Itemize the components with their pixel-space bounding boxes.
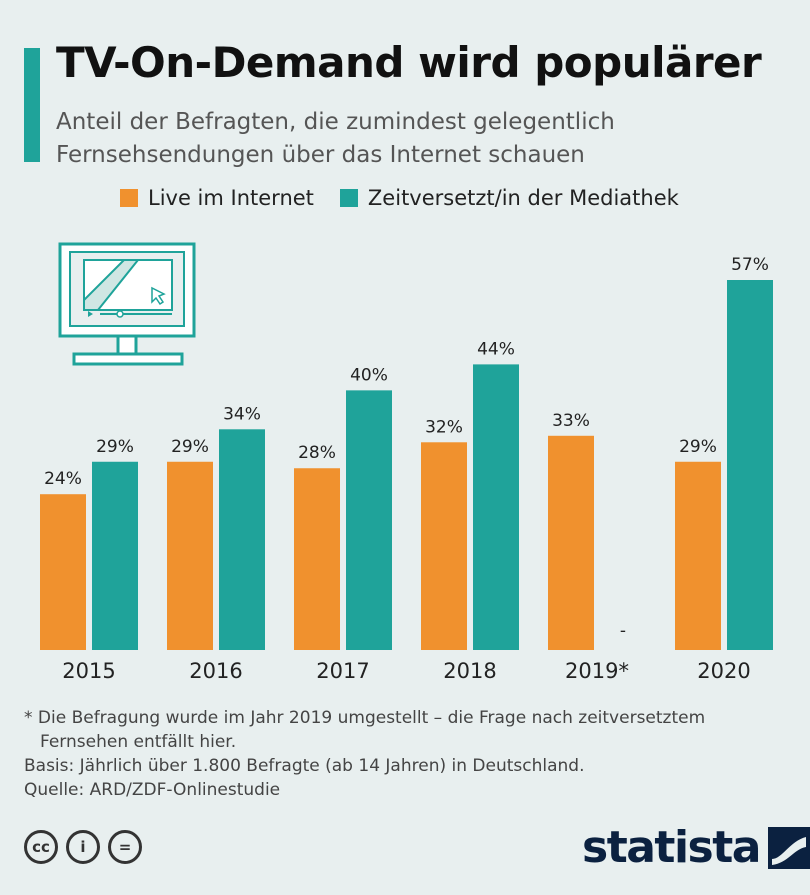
value-label-delayed-2016: 34% bbox=[223, 404, 261, 424]
bar-delayed-2018 bbox=[473, 364, 519, 650]
bar-live-2020 bbox=[675, 461, 721, 650]
value-label-delayed-2015: 29% bbox=[96, 437, 134, 457]
value-label-delayed-2017: 40% bbox=[350, 365, 388, 385]
cc-icon[interactable]: cc bbox=[24, 830, 58, 864]
statista-mark-icon bbox=[767, 826, 810, 869]
legend-swatch-delayed bbox=[339, 189, 358, 207]
x-tick-label-2019: 2019* bbox=[565, 659, 629, 683]
value-label-live-2018: 32% bbox=[425, 417, 463, 437]
legend-label-live: Live im Internet bbox=[148, 186, 314, 210]
x-axis-labels: 2015 2016 2017 2018 2019* 2020 bbox=[62, 659, 750, 683]
legend-label-delayed: Zeitversetzt/in der Mediathek bbox=[367, 186, 679, 210]
footnote-basis: Basis: Jährlich über 1.800 Befragte (ab … bbox=[24, 756, 585, 776]
statista-logo[interactable]: statista bbox=[582, 822, 810, 873]
bar-delayed-2015 bbox=[92, 461, 138, 650]
footnote-asterisk-cont: Fernsehen entfällt hier. bbox=[40, 732, 237, 752]
bars-group bbox=[40, 280, 773, 650]
attribution-icon[interactable]: i bbox=[66, 830, 100, 864]
bar-live-2015 bbox=[40, 494, 86, 650]
legend-item-live: Live im Internet bbox=[120, 186, 314, 210]
bar-live-2019 bbox=[548, 435, 594, 650]
value-label-live-2015: 24% bbox=[44, 469, 82, 489]
legend-swatch-live bbox=[120, 189, 138, 207]
bar-delayed-2020 bbox=[727, 280, 773, 650]
x-tick-label-2018: 2018 bbox=[443, 659, 496, 683]
bar-live-2016 bbox=[167, 461, 213, 650]
value-label-delayed-2020: 57% bbox=[731, 255, 769, 275]
bar-chart: 24%29% 29%34%28%40%32%44%33%-29%57% 2015 2… bbox=[40, 242, 773, 683]
tv-illustration bbox=[58, 242, 196, 366]
x-tick-label-2015: 2015 bbox=[62, 659, 115, 683]
bar-delayed-2017 bbox=[346, 390, 392, 650]
value-label-live-2017: 28% bbox=[298, 443, 336, 463]
value-labels-group: 24% 29% 29% 34% 28% 40% 32% 44% 33% - 29% 57% bbox=[44, 255, 769, 641]
value-label-live-2020: 29% bbox=[679, 437, 717, 457]
license-icons: cc i = bbox=[24, 830, 150, 864]
footnotes: * Die Befragung wurde im Jahr 2019 umges… bbox=[24, 706, 804, 802]
bar-live-2018 bbox=[421, 442, 467, 650]
x-tick-label-2020: 2020 bbox=[697, 659, 750, 683]
bar-live-2017 bbox=[294, 468, 340, 650]
accent-bar bbox=[24, 48, 40, 162]
value-label-live-2019: 33% bbox=[552, 411, 590, 431]
footnote-asterisk: * Die Befragung wurde im Jahr 2019 umges… bbox=[24, 708, 706, 728]
value-label-delayed-2019-missing: - bbox=[620, 621, 626, 641]
footnote-source: Quelle: ARD/ZDF-Onlinestudie bbox=[24, 780, 281, 800]
bar-delayed-2016 bbox=[219, 429, 265, 650]
x-tick-label-2017: 2017 bbox=[316, 659, 369, 683]
brand-name: statista bbox=[582, 822, 761, 873]
chart-legend: Live im Internet Zeitversetzt/in der Med… bbox=[120, 186, 705, 210]
no-derivatives-icon[interactable]: = bbox=[108, 830, 142, 864]
page-subtitle: Anteil der Befragten, die zumindest gele… bbox=[56, 109, 615, 168]
x-tick-label-2016: 2016 bbox=[189, 659, 242, 683]
value-label-live-2016: 29% bbox=[171, 437, 209, 457]
legend-item-delayed: Zeitversetzt/in der Mediathek bbox=[339, 186, 679, 210]
value-label-delayed-2018: 44% bbox=[477, 339, 515, 359]
page-title: TV-On-Demand wird populärer bbox=[56, 38, 762, 87]
